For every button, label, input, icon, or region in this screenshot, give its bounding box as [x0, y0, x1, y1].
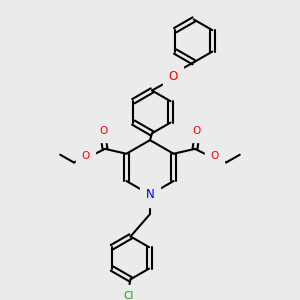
Text: Cl: Cl	[123, 291, 134, 300]
Text: O: O	[99, 126, 107, 136]
Text: N: N	[146, 188, 154, 201]
Text: O: O	[81, 151, 90, 161]
Text: O: O	[168, 70, 178, 83]
Text: O: O	[193, 126, 201, 136]
Text: O: O	[210, 151, 219, 161]
